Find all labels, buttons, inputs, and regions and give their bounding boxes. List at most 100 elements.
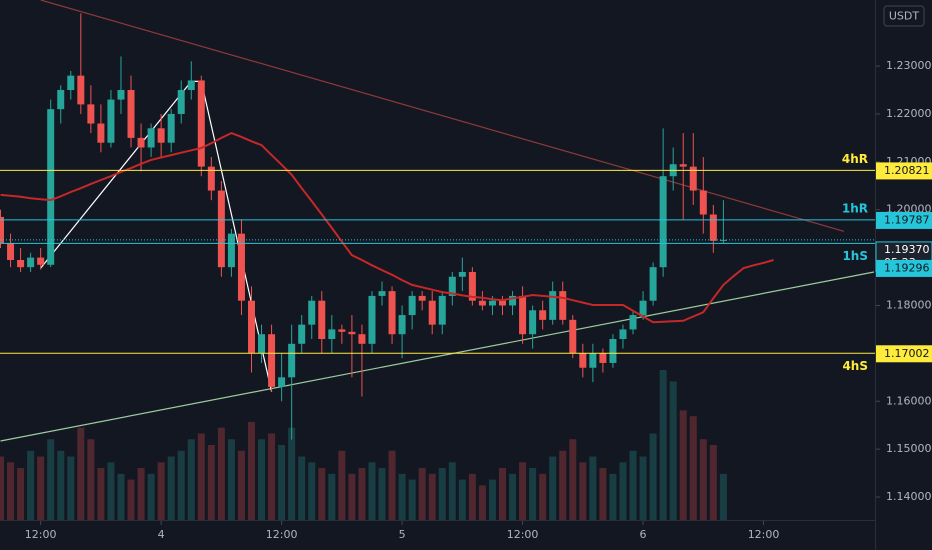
candle-body <box>458 271 466 277</box>
volume-bar <box>378 468 386 520</box>
y-tick-label: 1.14000 <box>886 490 932 503</box>
volume-bar <box>207 445 215 520</box>
candle-body <box>328 329 336 340</box>
volume-bar <box>619 462 627 520</box>
candle-body <box>187 80 195 91</box>
candle-body <box>579 353 587 368</box>
volume-bar <box>629 450 637 520</box>
x-tick-label: 12:00 <box>748 528 780 541</box>
candle-body <box>679 164 687 167</box>
y-tick-label: 1.16000 <box>886 394 932 407</box>
candle-body <box>137 137 145 148</box>
candle-body <box>27 257 35 268</box>
candle-body <box>237 233 245 301</box>
candle-body <box>629 315 637 330</box>
volume-bar <box>599 468 607 520</box>
volume-bar <box>97 468 105 520</box>
volume-bar <box>268 433 276 520</box>
volume-bar <box>438 468 446 520</box>
candle-body <box>17 260 25 268</box>
candle-body <box>499 300 506 306</box>
candle-body <box>649 267 657 301</box>
level-price-label: 1.20821 <box>884 164 930 177</box>
currency-button[interactable] <box>883 5 925 27</box>
candle-body <box>127 90 135 138</box>
plot <box>0 0 875 520</box>
level-name: 4hR <box>842 152 868 166</box>
volume-bar <box>689 416 697 520</box>
candle-body <box>0 216 4 244</box>
volume-bar <box>589 456 597 520</box>
volume-bar <box>699 439 707 520</box>
volume-bar <box>669 381 677 520</box>
candle-body <box>689 166 697 191</box>
volume-bar <box>649 433 657 520</box>
level-name: 1hR <box>842 201 868 215</box>
candle-body <box>197 80 205 167</box>
candle-body <box>408 295 416 316</box>
volume-bar <box>478 485 486 520</box>
candle-body <box>398 315 406 335</box>
volume-bar <box>278 445 286 520</box>
candle-body <box>258 334 266 354</box>
volume-bar <box>639 456 647 520</box>
candle-body <box>549 291 557 320</box>
volume-bar <box>348 473 356 520</box>
candle-body <box>318 300 326 340</box>
volume-bar <box>157 462 165 520</box>
volume-bar <box>408 479 416 520</box>
volume-bar <box>328 473 336 520</box>
level-price-box <box>876 345 932 363</box>
candle-body <box>368 295 376 344</box>
volume-bar <box>187 439 195 520</box>
volume-bar <box>237 450 245 520</box>
volume-bar <box>0 456 4 520</box>
candle-body <box>308 300 316 325</box>
volume-bar <box>127 479 135 520</box>
candle-body <box>47 109 55 265</box>
candle-body <box>358 334 366 344</box>
volume-bar <box>258 439 266 520</box>
x-tick-label: 5 <box>399 528 406 541</box>
volume-bar <box>37 456 45 520</box>
volume-bar <box>308 462 316 520</box>
volume-bar <box>7 462 15 520</box>
candle-body <box>699 190 707 215</box>
volume-bar <box>709 445 717 520</box>
candle-body <box>67 75 75 91</box>
level-price-box <box>876 259 932 277</box>
volume-bar <box>559 450 567 520</box>
candle-body <box>97 123 105 143</box>
candle-body <box>559 291 567 320</box>
y-tick-label: 1.22000 <box>886 107 932 120</box>
volume-bar <box>719 473 727 520</box>
candle-body <box>519 295 527 335</box>
x-tick-label: 6 <box>640 528 647 541</box>
volume-bar <box>448 462 456 520</box>
moving-average <box>0 132 774 324</box>
volume-bar <box>67 456 75 520</box>
candle-body <box>539 310 547 320</box>
volume-bar <box>539 473 547 520</box>
volume-bar <box>388 450 396 520</box>
volume-bar <box>107 462 115 520</box>
candle-body <box>248 300 255 354</box>
candle-body <box>378 291 386 296</box>
volume-bar <box>529 468 537 520</box>
y-tick-label: 1.15000 <box>886 442 932 455</box>
candle-body <box>298 324 306 344</box>
trend-line <box>40 0 845 232</box>
volume-bar <box>177 450 185 520</box>
y-tick-label: 1.18000 <box>886 298 932 311</box>
volume-bar <box>509 473 517 520</box>
candle-body <box>478 300 486 306</box>
volume-bar <box>418 468 426 520</box>
volume-bar <box>318 468 326 520</box>
candle-body <box>87 104 95 124</box>
volume-bar <box>338 450 346 520</box>
candle-body <box>157 128 165 143</box>
volume-bar <box>499 468 506 520</box>
